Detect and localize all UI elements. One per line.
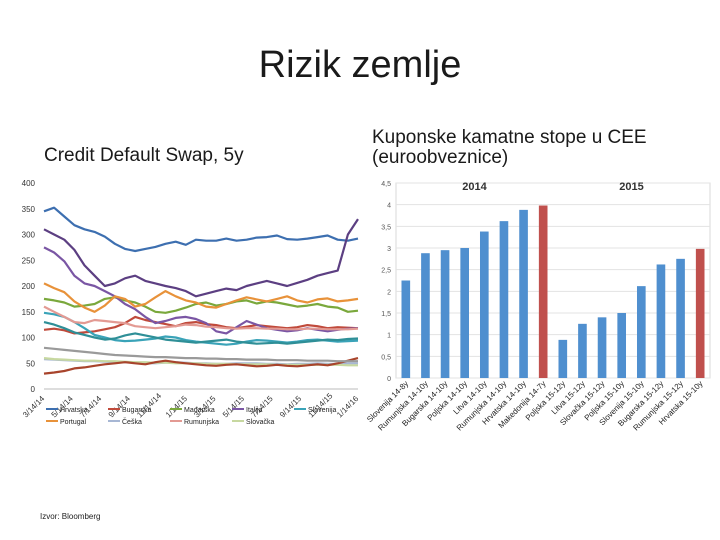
cds-x-tick-label: 11/14/15 bbox=[307, 391, 335, 419]
cds-y-tick-label: 250 bbox=[22, 256, 36, 265]
coupon-y-tick-label: 1,5 bbox=[381, 311, 391, 318]
cds-y-tick-label: 100 bbox=[22, 334, 36, 343]
coupon-y-tick-label: 0,5 bbox=[381, 354, 391, 361]
coupon-bar bbox=[421, 253, 430, 378]
coupon-group-label: 2015 bbox=[619, 181, 643, 193]
cds-y-tick-label: 50 bbox=[26, 359, 35, 368]
coupon-bar bbox=[499, 221, 509, 378]
cds-series-line bbox=[43, 282, 359, 313]
cds-y-tick-label: 300 bbox=[22, 231, 36, 240]
source-note: Izvor: Bloomberg bbox=[40, 512, 101, 521]
coupon-bar bbox=[519, 209, 528, 378]
cds-x-tick-label: 1/14/16 bbox=[335, 394, 361, 420]
cds-x-tick-label: 3/14/14 bbox=[21, 394, 47, 420]
coupon-y-tick-label: 2,5 bbox=[381, 268, 391, 275]
cds-series-line bbox=[43, 218, 359, 298]
coupon-y-tick-label: 4,5 bbox=[381, 181, 391, 188]
cds-y-tick-label: 350 bbox=[22, 205, 36, 214]
coupon-bar bbox=[617, 313, 627, 378]
coupon-y-tick-label: 3 bbox=[387, 246, 391, 253]
coupon-bar bbox=[538, 205, 548, 378]
cds-y-tick-label: 0 bbox=[31, 385, 36, 394]
cds-series-line bbox=[43, 315, 359, 335]
cds-series-line bbox=[43, 305, 359, 331]
slide-title: Rizik zemlje bbox=[258, 44, 462, 86]
coupon-bar bbox=[479, 231, 489, 378]
coupon-y-tick-label: 2 bbox=[387, 289, 391, 296]
cds-x-tick-label: 11/14/14 bbox=[135, 391, 163, 419]
cds-x-tick-label: 9/14/15 bbox=[278, 394, 304, 420]
coupon-bar bbox=[656, 264, 666, 378]
coupon-y-tick-label: 1 bbox=[387, 333, 391, 340]
cds-legend-label: Portugal bbox=[60, 419, 87, 426]
cds-legend-label: Italija bbox=[246, 407, 262, 414]
cds-chart-title: Credit Default Swap, 5y bbox=[44, 145, 244, 166]
coupon-y-tick-label: 4 bbox=[387, 203, 391, 210]
cds-legend-label: Mađarska bbox=[184, 407, 215, 414]
coupon-bar bbox=[578, 323, 587, 378]
cds-y-tick-label: 400 bbox=[22, 179, 36, 188]
coupon-bar bbox=[597, 317, 607, 378]
cds-legend-label: Češka bbox=[122, 417, 142, 426]
coupon-group-label: 2014 bbox=[462, 181, 487, 193]
coupon-bar bbox=[401, 280, 411, 378]
cds-y-tick-label: 150 bbox=[22, 308, 36, 317]
cds-series-line bbox=[43, 206, 359, 253]
cds-legend-label: Bugarska bbox=[122, 407, 152, 414]
coupon-chart-title: Kuponske kamatne stope u CEE (euroobvezn… bbox=[372, 127, 647, 168]
cds-x-tick-label: 5/14/15 bbox=[221, 394, 247, 420]
coupon-bar bbox=[695, 248, 705, 378]
cds-series-line bbox=[43, 357, 359, 375]
coupon-bar bbox=[460, 248, 470, 378]
coupon-bar bbox=[558, 339, 568, 378]
cds-legend-label: Slovačka bbox=[246, 419, 275, 426]
coupon-y-tick-label: 0 bbox=[387, 376, 391, 383]
cds-legend-label: Rumunjska bbox=[184, 419, 219, 426]
coupon-bar bbox=[636, 286, 646, 378]
coupon-bar bbox=[676, 258, 685, 378]
cds-legend-label: Hrvatska bbox=[60, 407, 88, 414]
cds-series-line bbox=[43, 346, 358, 363]
cds-legend-label: Slovenija bbox=[308, 407, 337, 414]
cds-y-tick-label: 200 bbox=[22, 282, 36, 291]
cds-series-line bbox=[43, 321, 359, 345]
coupon-y-tick-label: 3,5 bbox=[381, 224, 391, 231]
coupon-bar bbox=[440, 250, 450, 378]
cds-series-line bbox=[43, 296, 359, 314]
